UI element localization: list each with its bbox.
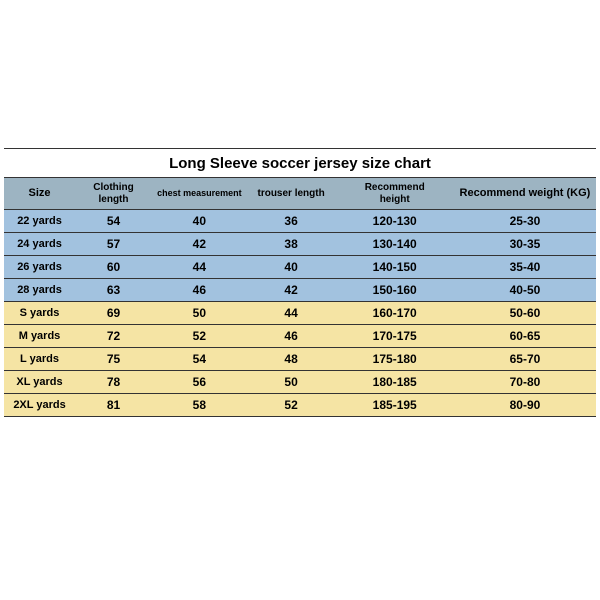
cell-clothing_length: 69 (75, 302, 152, 325)
cell-size: 28 yards (4, 279, 75, 302)
cell-weight: 35-40 (454, 256, 596, 279)
cell-weight: 50-60 (454, 302, 596, 325)
cell-height: 160-170 (336, 302, 454, 325)
cell-trouser: 46 (247, 325, 336, 348)
cell-height: 175-180 (336, 348, 454, 371)
table-row: 28 yards634642150-16040-50 (4, 279, 596, 302)
cell-height: 185-195 (336, 394, 454, 417)
col-header-height: Recommendheight (336, 178, 454, 210)
table-row: M yards725246170-17560-65 (4, 325, 596, 348)
cell-size: M yards (4, 325, 75, 348)
cell-clothing_length: 81 (75, 394, 152, 417)
cell-weight: 40-50 (454, 279, 596, 302)
cell-weight: 60-65 (454, 325, 596, 348)
cell-trouser: 52 (247, 394, 336, 417)
table-row: XL yards785650180-18570-80 (4, 371, 596, 394)
cell-size: 26 yards (4, 256, 75, 279)
cell-chest: 52 (152, 325, 247, 348)
cell-trouser: 38 (247, 233, 336, 256)
cell-chest: 50 (152, 302, 247, 325)
cell-size: L yards (4, 348, 75, 371)
cell-height: 170-175 (336, 325, 454, 348)
cell-chest: 44 (152, 256, 247, 279)
cell-weight: 80-90 (454, 394, 596, 417)
cell-clothing_length: 72 (75, 325, 152, 348)
cell-chest: 40 (152, 210, 247, 233)
size-chart: Long Sleeve soccer jersey size chart Siz… (4, 148, 596, 417)
cell-clothing_length: 54 (75, 210, 152, 233)
cell-weight: 65-70 (454, 348, 596, 371)
cell-clothing_length: 63 (75, 279, 152, 302)
col-header-clothing_length: Clothinglength (75, 178, 152, 210)
cell-chest: 58 (152, 394, 247, 417)
col-header-trouser: trouser length (247, 178, 336, 210)
cell-weight: 30-35 (454, 233, 596, 256)
cell-chest: 46 (152, 279, 247, 302)
cell-chest: 42 (152, 233, 247, 256)
cell-clothing_length: 57 (75, 233, 152, 256)
title-row: Long Sleeve soccer jersey size chart (4, 148, 596, 178)
table-row: S yards695044160-17050-60 (4, 302, 596, 325)
col-header-size: Size (4, 178, 75, 210)
cell-trouser: 40 (247, 256, 336, 279)
cell-trouser: 48 (247, 348, 336, 371)
cell-size: 2XL yards (4, 394, 75, 417)
cell-size: S yards (4, 302, 75, 325)
header-row: SizeClothinglengthchest measurementtrous… (4, 178, 596, 210)
table-row: 24 yards574238130-14030-35 (4, 233, 596, 256)
cell-weight: 70-80 (454, 371, 596, 394)
cell-trouser: 36 (247, 210, 336, 233)
col-header-chest: chest measurement (152, 178, 247, 210)
table-row: 22 yards544036120-13025-30 (4, 210, 596, 233)
cell-clothing_length: 60 (75, 256, 152, 279)
col-header-weight: Recommend weight (KG) (454, 178, 596, 210)
cell-trouser: 50 (247, 371, 336, 394)
cell-weight: 25-30 (454, 210, 596, 233)
cell-clothing_length: 78 (75, 371, 152, 394)
cell-height: 120-130 (336, 210, 454, 233)
cell-size: 22 yards (4, 210, 75, 233)
table-row: 26 yards604440140-15035-40 (4, 256, 596, 279)
table-row: L yards755448175-18065-70 (4, 348, 596, 371)
cell-trouser: 42 (247, 279, 336, 302)
chart-title: Long Sleeve soccer jersey size chart (4, 148, 596, 178)
cell-chest: 56 (152, 371, 247, 394)
cell-height: 180-185 (336, 371, 454, 394)
size-table: Long Sleeve soccer jersey size chart Siz… (4, 148, 596, 417)
cell-size: XL yards (4, 371, 75, 394)
cell-size: 24 yards (4, 233, 75, 256)
cell-chest: 54 (152, 348, 247, 371)
cell-clothing_length: 75 (75, 348, 152, 371)
cell-height: 150-160 (336, 279, 454, 302)
cell-trouser: 44 (247, 302, 336, 325)
cell-height: 140-150 (336, 256, 454, 279)
cell-height: 130-140 (336, 233, 454, 256)
table-row: 2XL yards815852185-19580-90 (4, 394, 596, 417)
